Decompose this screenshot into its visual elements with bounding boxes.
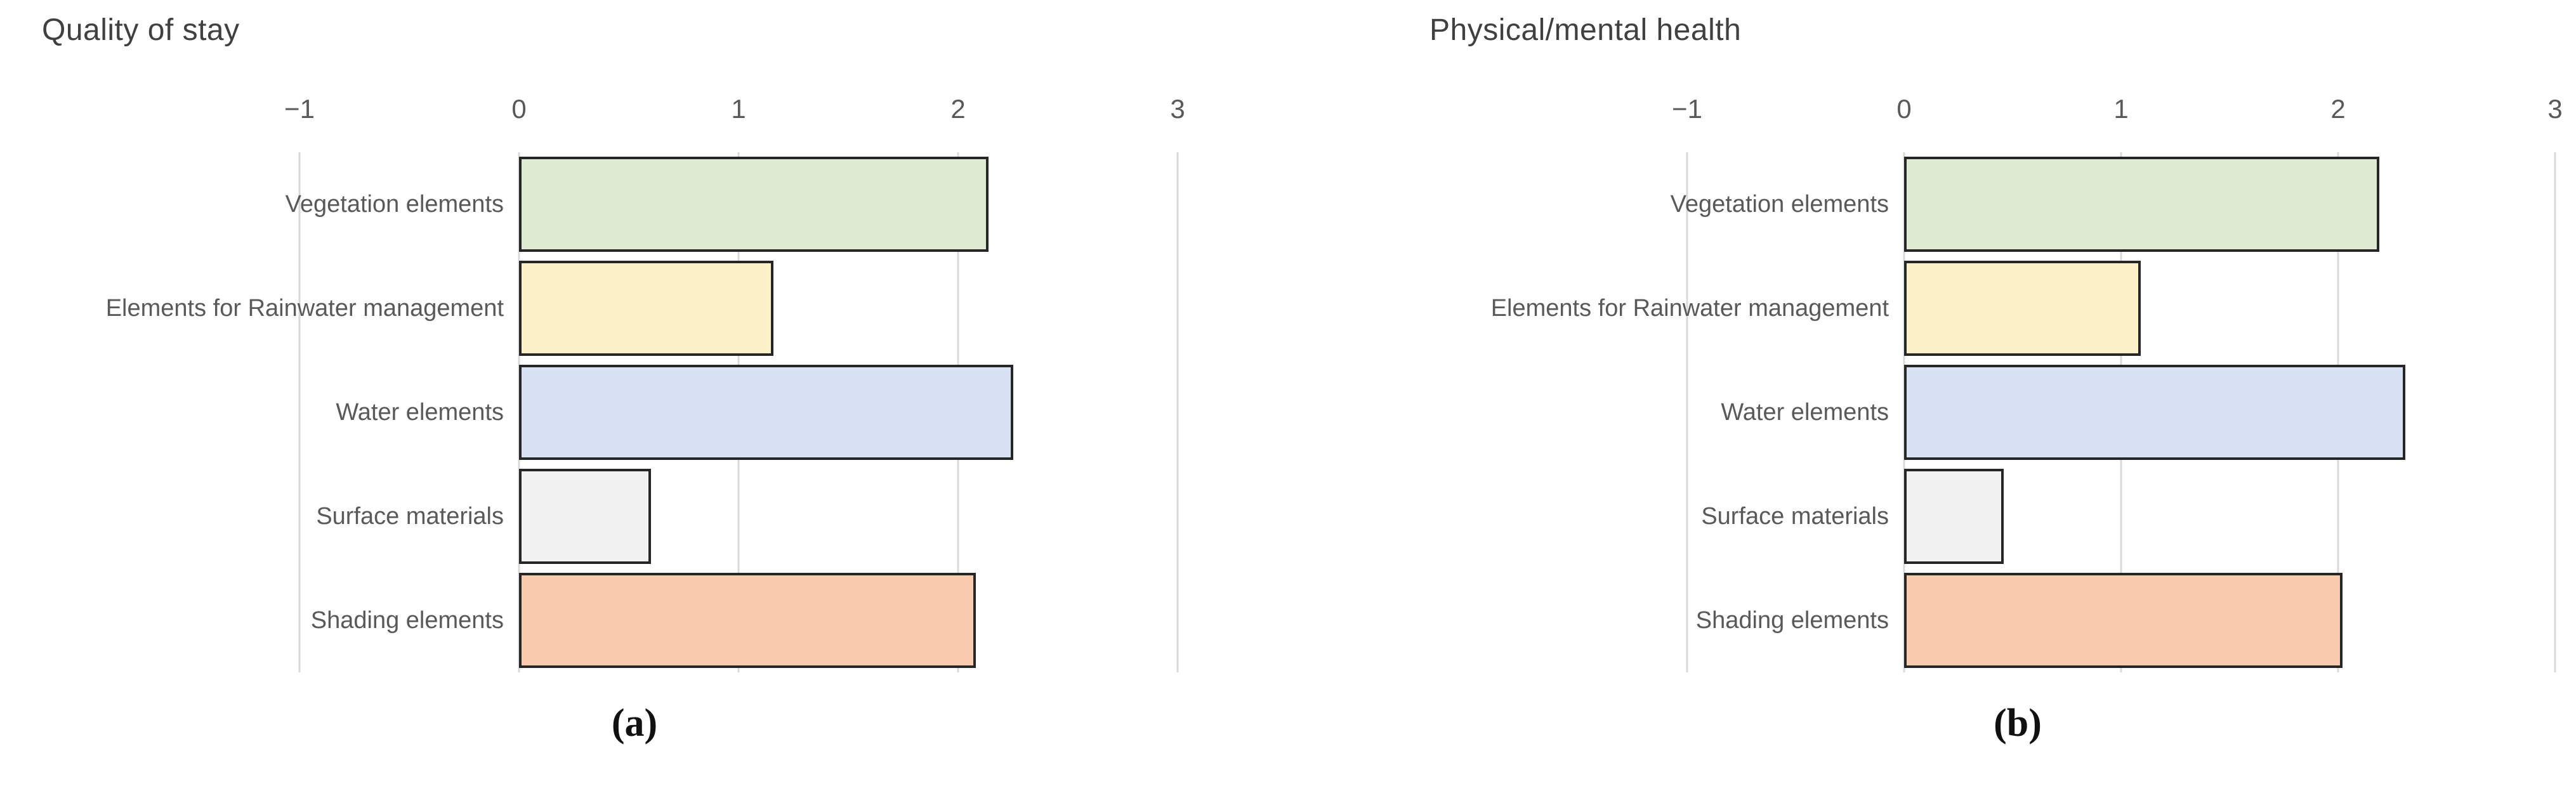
bar-surface-materials: [519, 469, 651, 564]
chart-title: Quality of stay: [42, 13, 240, 47]
axis-tick-label-1: 1: [731, 94, 746, 124]
axis-tick-label-2: 2: [2330, 94, 2346, 124]
gridline-x--1: [298, 152, 301, 672]
chart-physical-mental-health: Physical/mental health −1 0 1 2 3 Vegetation …: [1288, 0, 2576, 805]
gridline-x--1: [1686, 152, 1688, 672]
axis-tick-label--1: −1: [284, 94, 315, 124]
category-label-elements-for-rainwater-management: Elements for Rainwater management: [1490, 294, 1889, 322]
bar-surface-materials: [1904, 469, 2004, 564]
category-label-vegetation-elements: Vegetation elements: [285, 190, 504, 218]
bar-vegetation-elements: [519, 157, 989, 252]
gridline-x-3: [2554, 152, 2556, 672]
bar-vegetation-elements: [1904, 157, 2379, 252]
category-label-surface-materials: Surface materials: [316, 502, 504, 530]
category-label-shading-elements: Shading elements: [310, 606, 504, 634]
plot-area: −1 0 1 2 3 Vegetation elements Elements for Ra…: [106, 94, 1185, 672]
axis-tick-label-0: 0: [1896, 94, 1912, 124]
subfigure-caption-a: (a): [611, 702, 658, 745]
category-label-water-elements: Water elements: [336, 398, 504, 426]
bar-elements-for-rainwater-management: [519, 261, 774, 356]
category-label-elements-for-rainwater-management: Elements for Rainwater management: [105, 294, 504, 322]
category-label-shading-elements: Shading elements: [1695, 606, 1889, 634]
axis-tick-label-2: 2: [950, 94, 966, 124]
axis-tick-label-3: 3: [1170, 94, 1185, 124]
axis-tick-label--1: −1: [1672, 94, 1702, 124]
chart-quality-of-stay: Quality of stay −1 0 1 2 3 Vegetation element…: [42, 13, 1185, 745]
axis-tick-label-0: 0: [511, 94, 527, 124]
bar-shading-elements: [519, 573, 976, 668]
gridline-x-3: [1176, 152, 1179, 672]
plot-area: −1 0 1 2 3 Vegetation elements Elements for Ra…: [1491, 94, 2563, 672]
subfigure-caption-b: (b): [1994, 702, 2042, 745]
bar-shading-elements: [1904, 573, 2343, 668]
category-label-vegetation-elements: Vegetation elements: [1670, 190, 1889, 218]
chart-title: Physical/mental health: [1429, 13, 1742, 47]
axis-tick-label-1: 1: [2113, 94, 2129, 124]
category-label-water-elements: Water elements: [1721, 398, 1889, 426]
bar-water-elements: [519, 365, 1013, 460]
axis-tick-label-3: 3: [2547, 94, 2563, 124]
category-label-surface-materials: Surface materials: [1701, 502, 1889, 530]
bar-elements-for-rainwater-management: [1904, 261, 2141, 356]
bar-water-elements: [1904, 365, 2406, 460]
